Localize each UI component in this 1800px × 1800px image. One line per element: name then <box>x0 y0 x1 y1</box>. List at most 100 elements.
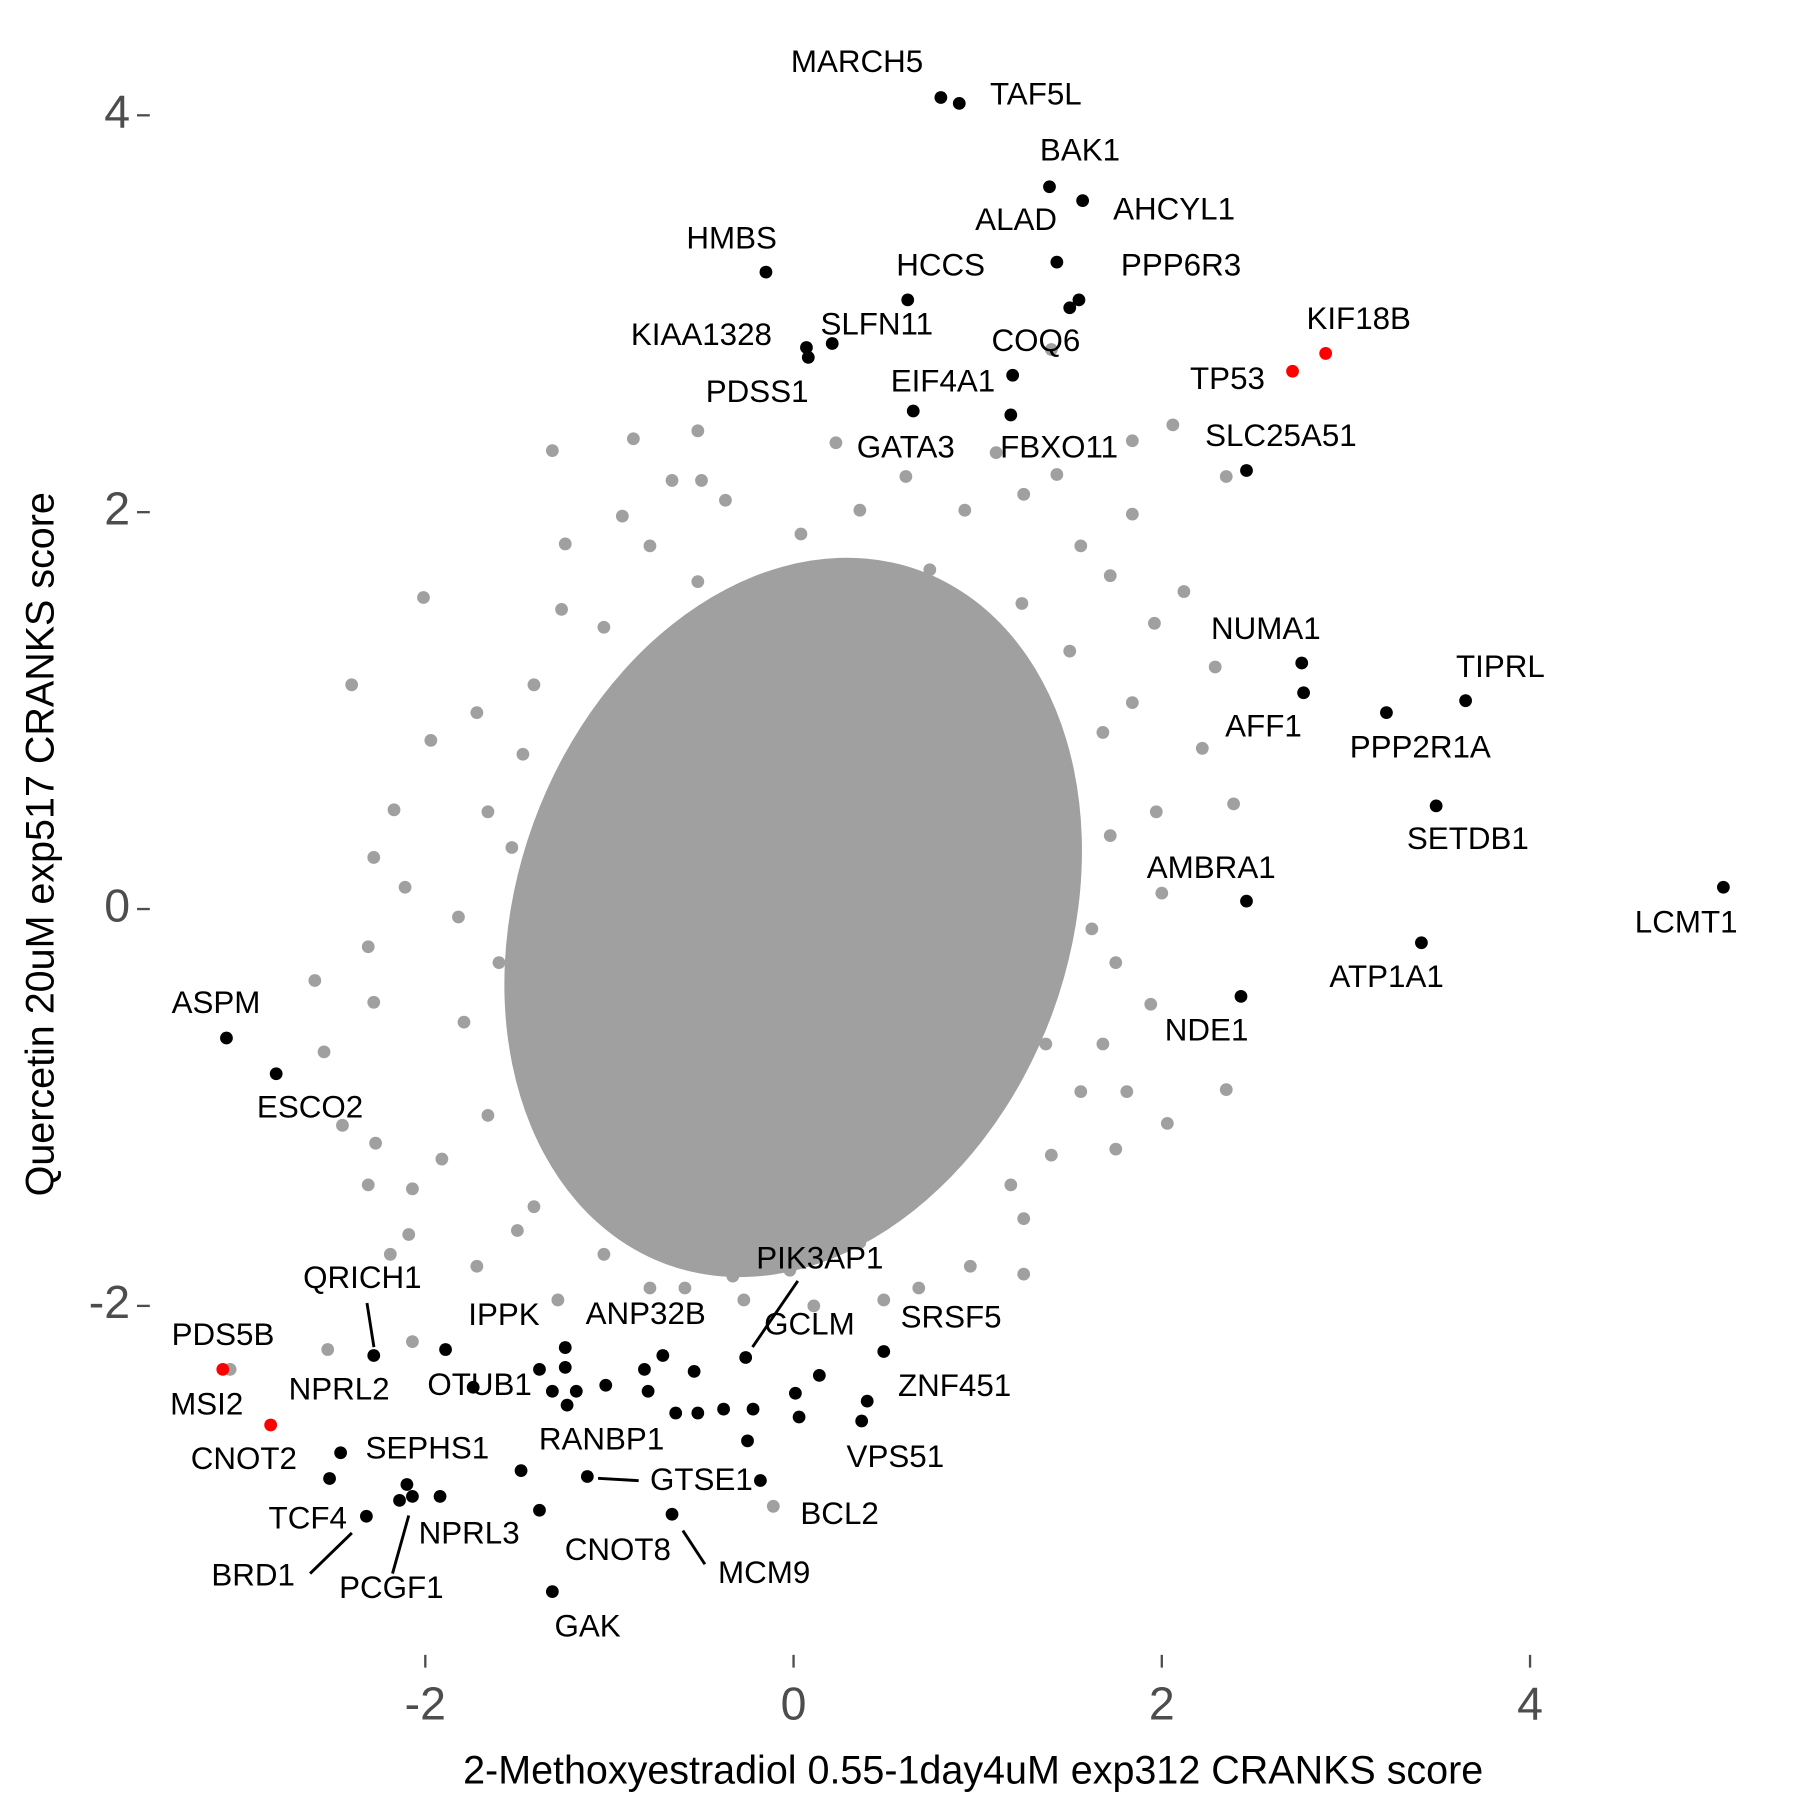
point <box>481 1109 495 1122</box>
point <box>691 1406 705 1420</box>
y-tick-label: 0 <box>104 879 130 931</box>
point <box>533 1503 546 1517</box>
point <box>264 1418 278 1432</box>
point <box>626 432 640 446</box>
point <box>1234 989 1248 1003</box>
point-label: ALAD <box>975 202 1057 237</box>
point <box>1219 1083 1233 1096</box>
point-label: NUMA1 <box>1211 611 1321 646</box>
point <box>417 591 430 604</box>
point-label: KIAA1328 <box>631 317 772 352</box>
point <box>1074 539 1088 553</box>
point <box>1160 1116 1174 1130</box>
point <box>1109 956 1123 969</box>
point-label: MSI2 <box>170 1387 243 1422</box>
y-tick-label: 4 <box>104 86 130 138</box>
point-label: PCGF1 <box>339 1570 444 1605</box>
point <box>1319 347 1333 360</box>
point <box>361 1178 375 1192</box>
point-label: PPP2R1A <box>1350 729 1491 764</box>
point <box>400 1478 414 1491</box>
point <box>812 1368 826 1382</box>
y-axis-title: Quercetin 20uM exp517 CRANKS score <box>18 492 62 1196</box>
point <box>906 404 920 418</box>
point <box>402 1228 416 1241</box>
point <box>1050 468 1064 481</box>
point <box>746 1402 760 1416</box>
point <box>514 1464 528 1477</box>
point-label: COQ6 <box>991 323 1080 358</box>
y-tick-label: 2 <box>104 482 130 534</box>
point <box>599 1378 613 1392</box>
point-label: AFF1 <box>1225 708 1302 743</box>
point <box>558 537 572 551</box>
point <box>669 1406 683 1420</box>
point <box>533 1363 546 1376</box>
point-label: BCL2 <box>800 1496 878 1531</box>
point <box>1096 1037 1110 1051</box>
point <box>1295 656 1309 670</box>
point <box>739 1351 753 1364</box>
point <box>643 539 657 553</box>
point <box>1166 418 1180 432</box>
point-label: OTUB1 <box>427 1367 532 1402</box>
point <box>638 1363 651 1376</box>
point <box>1716 880 1730 894</box>
point <box>361 940 375 954</box>
point <box>1148 616 1161 630</box>
point-label: GAK <box>555 1608 621 1643</box>
x-tick-label: 2 <box>1149 1677 1175 1729</box>
point-label: TP53 <box>1190 361 1265 396</box>
point <box>691 424 705 438</box>
point <box>510 1224 524 1237</box>
point <box>1125 434 1139 448</box>
point <box>1074 1085 1088 1098</box>
point <box>695 474 708 487</box>
point <box>825 337 839 350</box>
point-label: SLC25A51 <box>1205 418 1357 453</box>
point-label: SRSF5 <box>901 1300 1002 1335</box>
point-label: SEPHS1 <box>366 1431 490 1466</box>
point-label: PPP6R3 <box>1121 247 1241 282</box>
point <box>345 678 359 692</box>
point <box>1103 829 1117 843</box>
point <box>216 1363 230 1376</box>
point <box>801 351 815 364</box>
point <box>545 1585 559 1599</box>
point-label: ANP32B <box>586 1296 706 1331</box>
point <box>433 1490 447 1503</box>
point <box>457 1015 471 1029</box>
y-tick-label: -2 <box>89 1276 130 1328</box>
point <box>369 1136 382 1150</box>
point <box>560 1398 574 1412</box>
point-label: ZNF451 <box>898 1368 1011 1403</box>
point <box>551 1293 565 1307</box>
point <box>1006 368 1020 382</box>
point <box>766 1499 780 1513</box>
point-label: SLFN11 <box>820 307 933 342</box>
x-tick-label: 4 <box>1517 1677 1543 1729</box>
point <box>393 1493 406 1507</box>
point-label: EIF4A1 <box>891 364 996 399</box>
point <box>794 527 808 541</box>
point <box>558 1341 572 1354</box>
point <box>923 563 937 577</box>
x-axis-title: 2-Methoxyestradiol 0.55-1day4uM exp312 C… <box>463 1749 1483 1793</box>
point <box>1050 255 1064 269</box>
point <box>321 1343 335 1356</box>
point-label: MCM9 <box>718 1555 810 1590</box>
point-label: KIF18B <box>1306 301 1411 336</box>
point-label: LCMT1 <box>1635 905 1738 940</box>
point <box>1219 470 1233 483</box>
point <box>580 1470 594 1483</box>
point <box>615 509 629 523</box>
point <box>800 341 813 354</box>
point <box>1085 922 1099 936</box>
point <box>1240 894 1253 908</box>
point <box>439 1343 452 1356</box>
point <box>1043 180 1056 194</box>
point <box>505 841 519 854</box>
point <box>934 91 948 104</box>
